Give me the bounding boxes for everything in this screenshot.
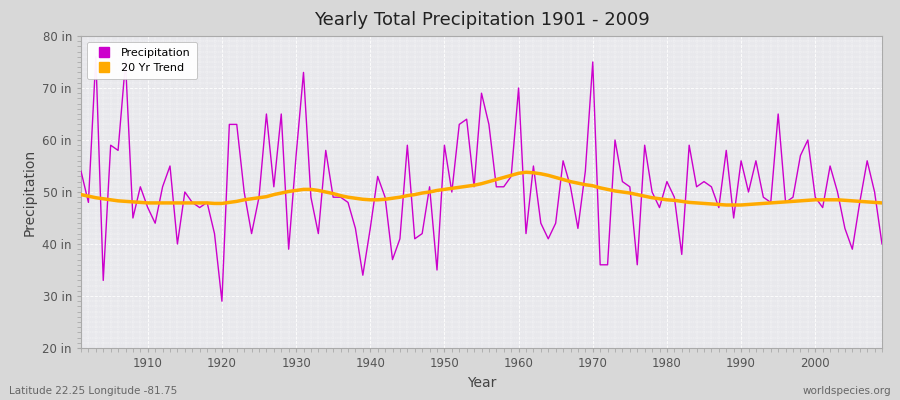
Text: Latitude 22.25 Longitude -81.75: Latitude 22.25 Longitude -81.75 bbox=[9, 386, 177, 396]
Title: Yearly Total Precipitation 1901 - 2009: Yearly Total Precipitation 1901 - 2009 bbox=[313, 11, 650, 29]
Legend: Precipitation, 20 Yr Trend: Precipitation, 20 Yr Trend bbox=[86, 42, 197, 79]
Y-axis label: Precipitation: Precipitation bbox=[22, 148, 37, 236]
X-axis label: Year: Year bbox=[467, 376, 496, 390]
Text: worldspecies.org: worldspecies.org bbox=[803, 386, 891, 396]
